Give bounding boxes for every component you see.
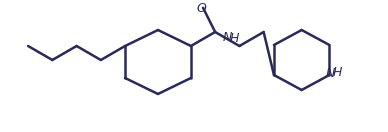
- Text: N: N: [223, 31, 232, 44]
- Text: H: H: [230, 32, 239, 45]
- Text: O: O: [196, 2, 206, 15]
- Text: N: N: [326, 67, 335, 80]
- Text: H: H: [333, 66, 342, 79]
